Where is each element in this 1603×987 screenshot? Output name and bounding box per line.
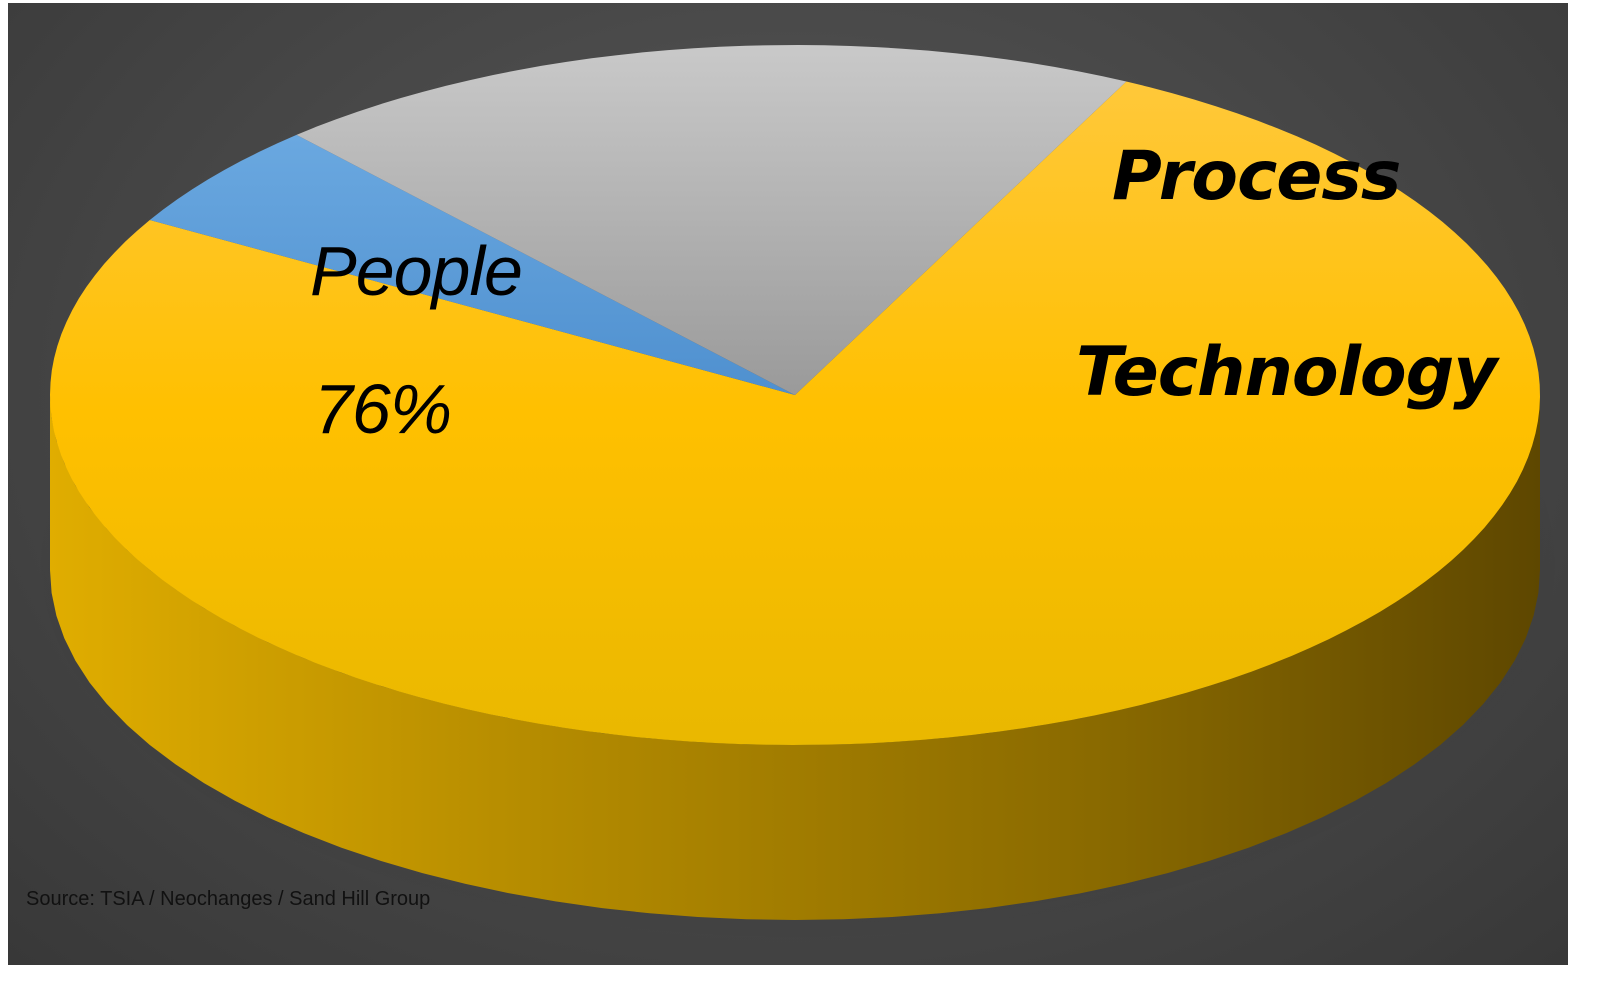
data-label-people: People [310, 232, 523, 310]
data-label-people-value: 76% [314, 370, 452, 448]
pie-chart [28, 45, 1568, 943]
data-label-technology: Technology [1076, 333, 1498, 412]
data-label-process: Process [1112, 137, 1401, 216]
pie-slice-people [50, 81, 1540, 745]
chart-area: People 76% Process Technology Source: TS… [8, 3, 1568, 965]
source-note: Source: TSIA / Neochanges / Sand Hill Gr… [26, 888, 431, 910]
pie-slice-technology [296, 45, 1127, 395]
pie-side-people [50, 395, 1540, 920]
pie-sides [50, 395, 1540, 920]
pie-tops [50, 45, 1540, 745]
pie-slice-process [149, 134, 796, 395]
